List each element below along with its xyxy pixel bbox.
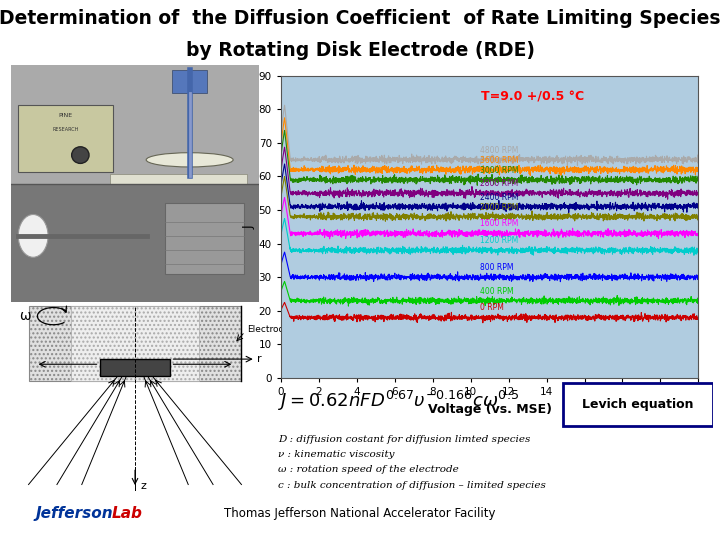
- Text: PINE: PINE: [58, 113, 73, 118]
- Text: Electrode: Electrode: [247, 326, 289, 334]
- Text: ω: ω: [19, 309, 31, 323]
- Text: 2400 RPM: 2400 RPM: [480, 193, 518, 201]
- Text: Determination of  the Diffusion Coefficient  of Rate Limiting Species: Determination of the Diffusion Coefficie…: [0, 9, 720, 28]
- Text: Lab: Lab: [112, 506, 143, 521]
- Y-axis label: J: J: [243, 225, 256, 228]
- Text: T=9.0 +/0.5 °C: T=9.0 +/0.5 °C: [481, 91, 585, 104]
- Bar: [110, 174, 247, 184]
- Text: ω : rotation speed of the electrode: ω : rotation speed of the electrode: [278, 465, 459, 474]
- Text: z: z: [140, 481, 146, 491]
- Ellipse shape: [146, 153, 233, 167]
- Text: Thomas Jefferson National Accelerator Facility: Thomas Jefferson National Accelerator Fa…: [224, 507, 496, 520]
- Bar: [11, 65, 259, 184]
- Bar: [165, 202, 244, 274]
- Text: D : diffusion costant for diffusion limted species: D : diffusion costant for diffusion limt…: [278, 435, 531, 444]
- Ellipse shape: [18, 214, 48, 257]
- Text: Jefferson: Jefferson: [36, 506, 114, 521]
- Text: ν : kinematic viscosity: ν : kinematic viscosity: [278, 450, 395, 459]
- Text: 800 RPM: 800 RPM: [480, 263, 513, 272]
- Text: by Rotating Disk Electrode (RDE): by Rotating Disk Electrode (RDE): [186, 41, 534, 60]
- X-axis label: Voltage (vs. MSE): Voltage (vs. MSE): [428, 403, 552, 416]
- Text: 2000 RPM: 2000 RPM: [480, 202, 518, 212]
- Text: r: r: [258, 354, 262, 364]
- Text: 3000 RPM: 3000 RPM: [480, 166, 518, 175]
- Bar: [18, 105, 112, 172]
- Text: Levich equation: Levich equation: [582, 397, 694, 410]
- Bar: [172, 70, 207, 93]
- Bar: [71, 306, 199, 381]
- Bar: [99, 359, 171, 376]
- Text: RESEARCH: RESEARCH: [53, 127, 78, 132]
- Ellipse shape: [72, 147, 89, 164]
- Bar: [11, 184, 259, 302]
- Text: $J = 0.62nFD^{0.67}\upsilon^{-0.166}c\omega^{0.5}$: $J = 0.62nFD^{0.67}\upsilon^{-0.166}c\om…: [278, 389, 519, 414]
- Text: 3600 RPM: 3600 RPM: [480, 156, 518, 165]
- Text: 1200 RPM: 1200 RPM: [480, 237, 518, 245]
- Text: 1600 RPM: 1600 RPM: [480, 219, 518, 228]
- FancyBboxPatch shape: [564, 382, 713, 426]
- Text: c : bulk concentration of diffusion – limited species: c : bulk concentration of diffusion – li…: [278, 481, 546, 490]
- Text: 0 RPM: 0 RPM: [480, 303, 504, 313]
- Text: 2800 RPM: 2800 RPM: [480, 179, 518, 188]
- Bar: [29, 306, 241, 381]
- Text: 400 RPM: 400 RPM: [480, 287, 514, 296]
- Text: 4800 RPM: 4800 RPM: [480, 146, 518, 154]
